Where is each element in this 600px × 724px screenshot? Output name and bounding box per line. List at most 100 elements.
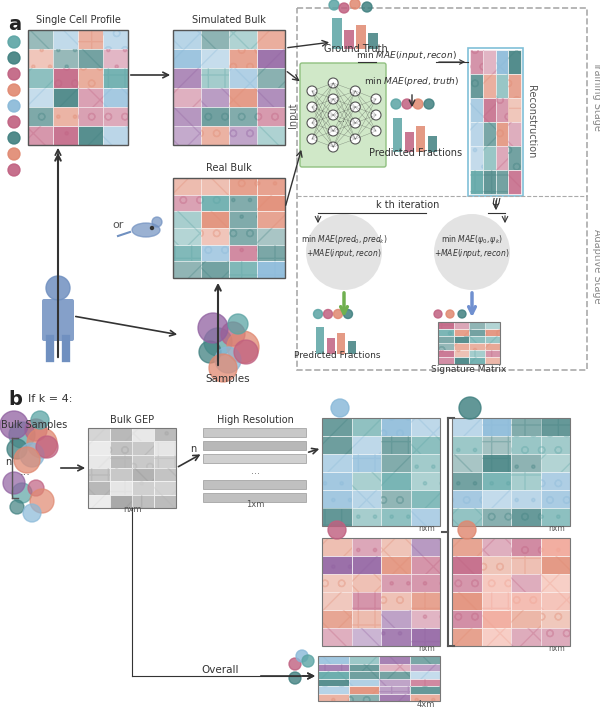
Bar	[409, 671, 440, 678]
Bar	[482, 610, 511, 628]
Bar	[352, 436, 381, 454]
Circle shape	[307, 134, 317, 144]
Bar	[496, 50, 508, 74]
Bar	[203, 493, 306, 502]
Bar	[482, 490, 511, 508]
Bar	[452, 556, 482, 574]
Bar	[483, 170, 496, 194]
Bar	[347, 341, 356, 354]
Bar	[379, 656, 409, 663]
Bar	[203, 480, 306, 489]
Bar	[541, 454, 570, 472]
Bar	[88, 428, 110, 442]
Circle shape	[362, 2, 372, 12]
Bar	[322, 538, 352, 556]
Bar	[511, 508, 541, 526]
Bar	[349, 671, 379, 678]
Bar	[409, 663, 440, 671]
Bar	[482, 556, 511, 574]
Text: Bulk GEP: Bulk GEP	[110, 415, 154, 425]
Bar	[469, 343, 485, 350]
Circle shape	[0, 411, 28, 439]
Bar	[173, 228, 201, 245]
Bar	[482, 556, 511, 574]
Bar	[469, 357, 485, 364]
Bar	[379, 678, 409, 686]
Bar	[352, 592, 381, 610]
Circle shape	[446, 310, 454, 318]
Bar	[452, 574, 482, 592]
Bar	[438, 343, 454, 350]
Circle shape	[391, 99, 401, 109]
Bar	[173, 68, 201, 88]
Text: Training Stage: Training Stage	[592, 61, 600, 131]
Bar	[349, 686, 379, 694]
Bar	[482, 418, 511, 436]
Bar	[173, 178, 201, 195]
Bar	[470, 98, 483, 122]
Bar	[409, 656, 440, 663]
Bar	[452, 628, 482, 646]
Bar	[452, 574, 482, 592]
Bar	[173, 30, 201, 49]
Bar	[322, 418, 352, 436]
Bar	[438, 350, 454, 357]
Bar	[482, 574, 511, 592]
Bar	[511, 592, 541, 610]
Bar	[201, 195, 229, 211]
Bar	[28, 106, 53, 126]
Text: Single Cell Profile: Single Cell Profile	[35, 15, 121, 25]
Bar	[541, 538, 570, 556]
Text: Adaptive Stage: Adaptive Stage	[592, 229, 600, 303]
Bar	[409, 678, 440, 686]
Bar	[201, 261, 229, 278]
Bar	[318, 656, 349, 663]
Bar	[349, 656, 379, 663]
Text: Bulk Samples: Bulk Samples	[1, 420, 67, 430]
Bar	[541, 436, 570, 454]
Bar	[322, 556, 352, 574]
Text: b: b	[8, 390, 22, 409]
Bar	[379, 663, 409, 671]
Bar	[257, 211, 285, 228]
Circle shape	[329, 0, 339, 10]
Bar	[404, 132, 414, 152]
Bar	[438, 322, 454, 329]
Bar	[53, 30, 78, 49]
Bar	[496, 146, 508, 170]
Bar	[410, 628, 440, 646]
Bar	[257, 68, 285, 88]
Circle shape	[8, 100, 20, 112]
Bar	[438, 357, 454, 364]
Bar	[496, 146, 508, 170]
Bar	[110, 468, 132, 481]
Bar	[257, 228, 285, 245]
Bar	[469, 350, 485, 357]
Bar	[88, 442, 110, 455]
Bar	[28, 68, 53, 88]
Bar	[454, 343, 469, 350]
Bar	[483, 98, 496, 122]
Bar	[173, 178, 285, 278]
Bar	[469, 350, 485, 357]
Bar	[53, 49, 78, 68]
Bar	[173, 245, 201, 261]
Bar	[110, 442, 132, 455]
Bar	[322, 454, 352, 472]
Bar	[229, 106, 257, 126]
Bar	[173, 245, 201, 261]
Bar	[78, 126, 103, 145]
Bar	[469, 357, 485, 364]
Bar	[368, 33, 377, 49]
Bar	[409, 678, 440, 686]
Bar	[318, 694, 349, 701]
Circle shape	[289, 658, 301, 670]
Bar	[154, 442, 176, 455]
Bar	[201, 261, 229, 278]
Text: ...: ...	[337, 114, 345, 124]
Circle shape	[331, 399, 349, 417]
Circle shape	[459, 397, 481, 419]
Bar	[541, 628, 570, 646]
Bar	[541, 418, 570, 436]
Text: a: a	[8, 15, 21, 34]
